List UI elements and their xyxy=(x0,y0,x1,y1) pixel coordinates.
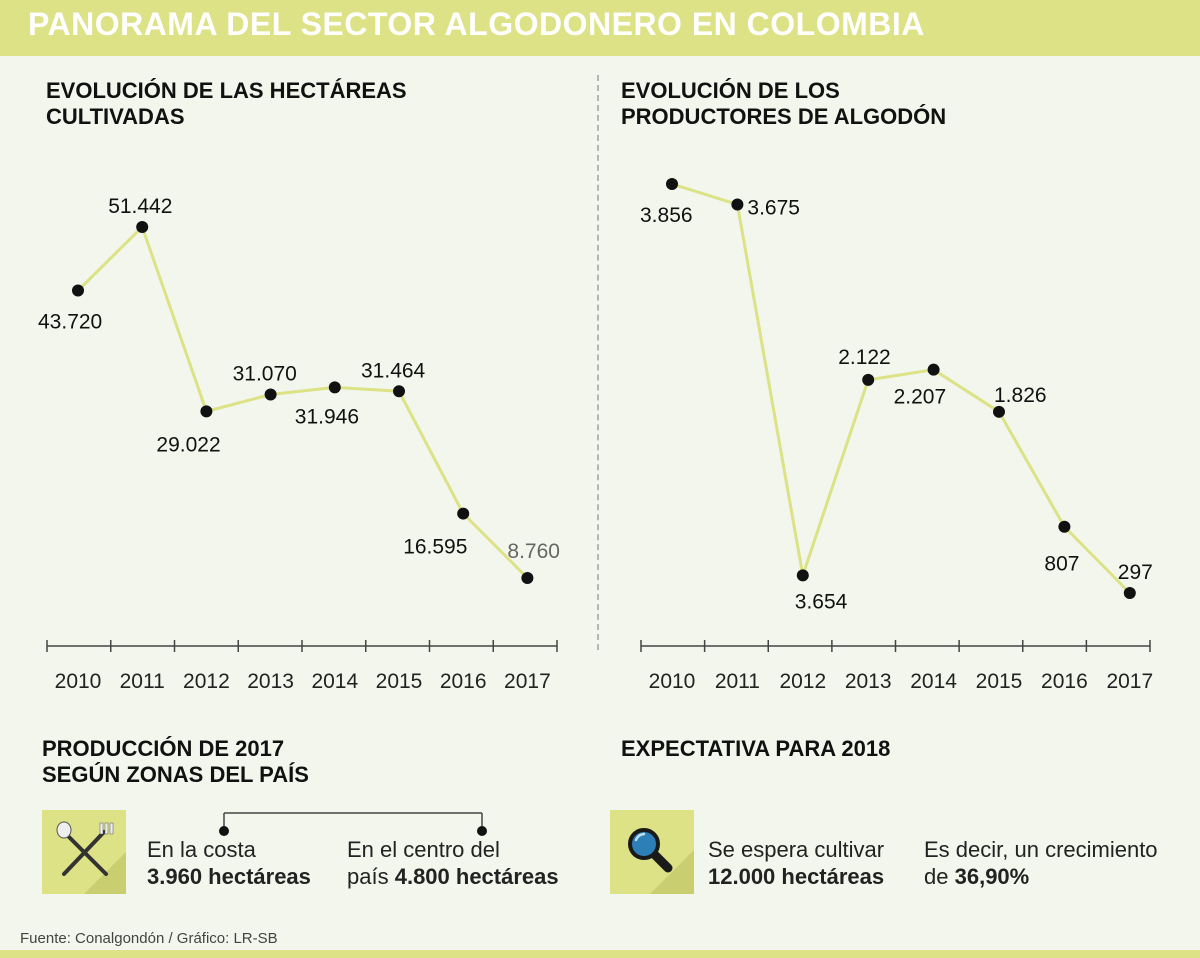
data-label: 3.654 xyxy=(795,590,848,613)
x-tick-label: 2010 xyxy=(55,670,102,693)
x-tick-label: 2011 xyxy=(715,670,760,693)
data-point xyxy=(993,405,1005,418)
x-tick-label: 2012 xyxy=(183,670,230,693)
data-label: 31.946 xyxy=(295,405,359,428)
x-tick-label: 2015 xyxy=(976,670,1023,693)
coast-value: 3.960 hectáreas xyxy=(147,864,311,889)
x-tick-label: 2014 xyxy=(311,670,358,693)
tools-icon-box xyxy=(42,810,126,894)
growth-note: Es decir, un crecimiento de 36,90% xyxy=(924,836,1158,890)
coast-label: En la costa xyxy=(147,837,256,862)
data-point xyxy=(862,373,875,386)
data-label: 8.760 xyxy=(507,540,560,563)
data-point xyxy=(927,363,940,376)
cultivate-value: 12.000 hectáreas xyxy=(708,864,885,889)
data-point xyxy=(1123,587,1136,599)
data-point xyxy=(328,381,341,394)
x-tick-label: 2014 xyxy=(910,670,957,693)
data-label: 3.856 xyxy=(640,204,693,227)
data-point xyxy=(136,221,149,233)
data-point xyxy=(200,405,213,418)
data-label: 51.442 xyxy=(108,195,172,218)
data-label: 3.675 xyxy=(747,196,800,219)
data-point xyxy=(1058,520,1071,533)
x-tick-label: 2013 xyxy=(845,670,892,693)
growth-value: 36,90% xyxy=(954,864,1030,889)
center-value: 4.800 hectáreas xyxy=(394,864,559,889)
data-point xyxy=(393,385,405,398)
center-prefix: país xyxy=(347,864,389,889)
expectation-title: EXPECTATIVA PARA 2018 xyxy=(621,736,891,761)
x-tick-label: 2016 xyxy=(440,670,487,693)
series-line xyxy=(671,182,1131,595)
data-point xyxy=(666,178,678,190)
data-label: 29.022 xyxy=(156,433,220,456)
data-label: 16.595 xyxy=(403,536,467,559)
footer-band xyxy=(0,950,1200,958)
coast-note: En la costa 3.960 hectáreas xyxy=(147,836,311,890)
data-label: 1.826 xyxy=(994,384,1047,407)
zone-connector xyxy=(219,812,487,836)
magnifier-icon xyxy=(628,828,694,894)
x-tick-label: 2016 xyxy=(1041,670,1088,693)
data-point xyxy=(521,572,534,584)
data-label: 807 xyxy=(1044,553,1079,576)
data-label: 297 xyxy=(1118,561,1153,584)
data-point xyxy=(796,569,809,582)
x-tick-label: 2013 xyxy=(247,670,294,693)
tools-icon xyxy=(56,821,126,894)
header-band xyxy=(0,0,1200,56)
data-point xyxy=(72,284,84,297)
column-divider xyxy=(597,75,599,650)
data-label: 2.207 xyxy=(894,386,947,409)
page-title: PANORAMA DEL SECTOR ALGODONERO EN COLOMB… xyxy=(28,6,925,42)
production-title-line2: SEGÚN ZONAS DEL PAÍS xyxy=(42,762,309,787)
x-tick-label: 2015 xyxy=(376,670,423,693)
data-label: 43.720 xyxy=(38,311,102,334)
cultivate-note: Se espera cultivar 12.000 hectáreas xyxy=(708,836,884,890)
hectares-line-chart: 43.720 2010 51.442 2011 29.022 2012 31.070 2013… xyxy=(38,195,560,693)
data-label: 31.464 xyxy=(361,359,426,382)
hectares-chart-title: EVOLUCIÓN DE LAS HECTÁREAS CULTIVADAS xyxy=(46,78,466,130)
x-tick-label: 2012 xyxy=(779,670,826,693)
data-point xyxy=(264,388,277,401)
x-tick-label: 2017 xyxy=(504,670,551,693)
x-tick-label: 2011 xyxy=(120,670,165,693)
center-note: En el centro del país 4.800 hectáreas xyxy=(347,836,559,890)
x-tick-label: 2017 xyxy=(1106,670,1153,693)
series-line xyxy=(76,225,529,580)
producers-chart-title-text: EVOLUCIÓN DE LOS PRODUCTORES DE ALGODÓN xyxy=(621,78,947,129)
data-label: 2.122 xyxy=(838,346,891,369)
growth-prefix: de xyxy=(924,864,949,889)
producers-line-chart: 3.856 2010 3.675 2011 3.654 2012 2.122 2013 2.20… xyxy=(640,178,1153,693)
producers-chart-title: EVOLUCIÓN DE LOS PRODUCTORES DE ALGODÓN xyxy=(621,78,1001,130)
center-label: En el centro del xyxy=(347,837,500,862)
data-point xyxy=(457,507,470,520)
hectares-chart-title-text: EVOLUCIÓN DE LAS HECTÁREAS CULTIVADAS xyxy=(46,78,407,129)
growth-label: Es decir, un crecimiento xyxy=(924,837,1158,862)
source-note: Fuente: Conalgondón / Gráfico: LR-SB xyxy=(20,930,278,947)
production-title-line1: PRODUCCIÓN DE 2017 xyxy=(42,736,285,761)
data-point xyxy=(731,198,744,211)
magnifier-icon-box xyxy=(610,810,694,894)
x-tick-label: 2010 xyxy=(649,670,696,693)
cultivate-label: Se espera cultivar xyxy=(708,837,885,862)
production-title: PRODUCCIÓN DE 2017 SEGÚN ZONAS DEL PAÍS xyxy=(42,736,309,788)
data-label: 31.070 xyxy=(233,363,297,386)
